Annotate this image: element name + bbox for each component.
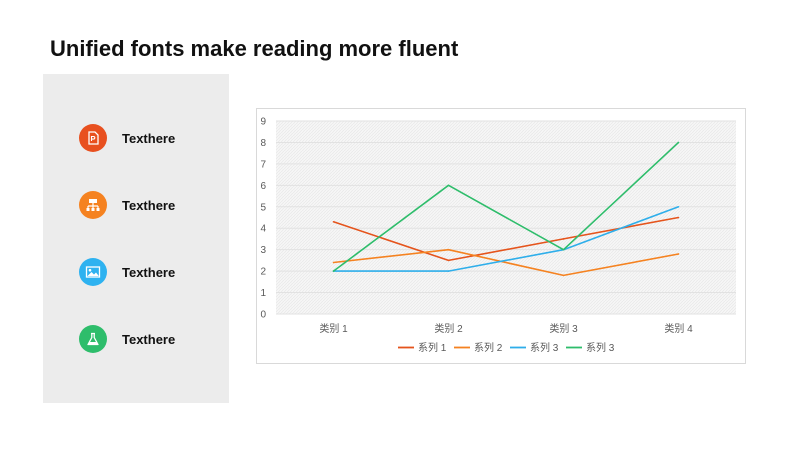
legend-label: 系列 3 [586,341,615,354]
series-line-2 [333,248,679,277]
series-2-point [562,274,565,277]
side-item-label: Texthere [122,264,176,280]
side-panel: Texthere Texthere Texthere [43,74,229,403]
y-tick-label: 9 [260,117,266,128]
y-tick-label: 3 [260,245,266,256]
series-3-point [677,205,680,208]
series-line-4 [333,141,680,272]
legend-label: 系列 1 [418,341,447,354]
series-4-point [332,270,335,272]
series-line-3 [333,206,679,272]
series-1-point [447,259,450,262]
series-4-point [447,184,450,187]
side-item-4: Texthere [79,325,175,353]
legend-item: 系列 3 [566,341,615,354]
series-3-point [447,270,450,272]
side-item-label: Texthere [122,331,176,347]
series-1-point [332,220,335,223]
y-tick-label: 2 [260,267,266,278]
x-tick-label: 类别 2 [434,322,463,335]
side-item-2: Texthere [79,191,175,219]
series-2-point [447,248,450,251]
side-item-label: Texthere [122,197,176,213]
x-tick-label: 类别 3 [549,322,578,335]
y-tick-label: 5 [260,202,266,213]
y-tick-label: 0 [260,310,266,321]
side-item-label: Texthere [122,130,176,146]
x-tick-label: 类别 4 [664,322,693,335]
y-tick-label: 1 [260,288,266,299]
legend-item: 系列 1 [398,341,447,354]
series-1-point [562,238,565,240]
side-item-1: Texthere [79,124,175,152]
chart-svg: 0 1 2 3 4 5 6 7 8 9 类别 1 类别 2 类别 3 类别 4 系列 1 系列 2 系列 3 系列… [260,117,736,354]
line-chart: 0 1 2 3 4 5 6 7 8 9 类别 1 类别 2 类别 3 类别 4 系列 1 系列 2 系列 3 系列… [256,108,746,364]
series-2-point [332,261,335,264]
side-item-3: Texthere [79,258,175,286]
page-title: Unified fonts make reading more fluent [50,36,459,61]
legend-item: 系列 2 [454,341,503,354]
y-tick-label: 6 [260,181,266,192]
legend-label: 系列 3 [530,341,559,354]
y-tick-label: 4 [260,224,266,235]
y-tick-label: 7 [260,159,266,170]
y-tick-label: 8 [260,138,266,149]
x-tick-label: 类别 1 [319,322,348,335]
legend-label: 系列 2 [474,341,503,354]
legend-item: 系列 3 [510,341,559,354]
document-icon [79,124,107,152]
series-4-point [562,248,565,251]
series-1-point [677,216,680,219]
series-2-point [677,253,680,255]
series-4-point [677,141,680,144]
org-chart-icon [79,191,107,219]
flask-icon [79,325,107,353]
image-icon [79,258,107,286]
